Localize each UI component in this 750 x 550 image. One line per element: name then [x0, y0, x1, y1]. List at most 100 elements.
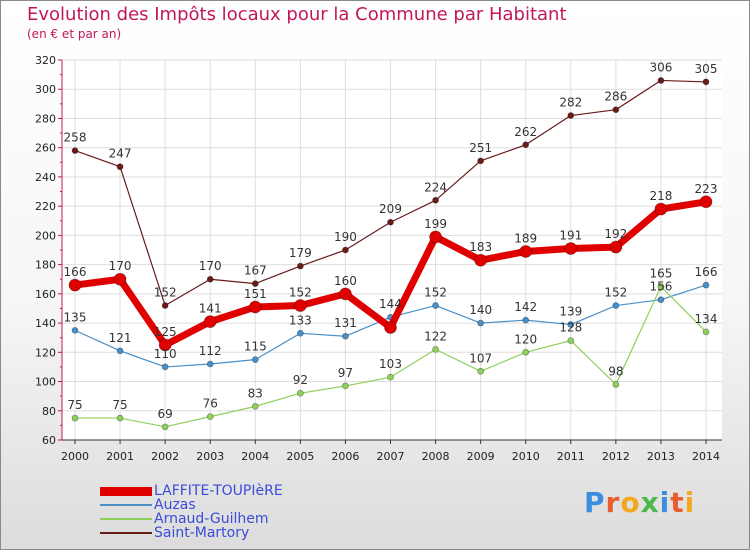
data-label: 170: [109, 259, 132, 273]
y-tick-label: 200: [35, 229, 56, 242]
data-label: 122: [424, 329, 447, 343]
legend-swatch-saint-martory: [100, 532, 152, 534]
x-tick-label: 2008: [422, 450, 450, 463]
data-point-saint-martory: [432, 196, 439, 204]
data-point-laffite-toupi-re: [654, 202, 668, 216]
data-point-arnaud-guilhem: [567, 337, 575, 345]
data-label: 189: [514, 231, 537, 245]
data-point-laffite-toupi-re: [203, 315, 217, 329]
data-point-auzas: [612, 302, 620, 309]
x-tick-label: 2011: [557, 450, 585, 463]
data-label: 151: [244, 287, 267, 301]
data-label: 167: [244, 264, 267, 278]
data-point-saint-martory: [161, 302, 169, 309]
data-point-laffite-toupi-re: [429, 230, 442, 244]
chart-subtitle: (en € et par an): [27, 27, 122, 41]
data-point-arnaud-guilhem: [477, 367, 485, 375]
legend-item-laffite[interactable]: LAFFITE-TOUPIèRE: [100, 484, 283, 498]
data-point-laffite-toupi-re: [293, 299, 307, 312]
y-tick-label: 60: [42, 434, 56, 447]
chart-title: Evolution des Impôts locaux pour la Comm…: [27, 4, 567, 25]
data-label: 262: [514, 125, 537, 139]
data-label: 125: [154, 325, 177, 339]
data-label: 223: [695, 182, 718, 196]
data-label: 282: [559, 96, 582, 110]
data-point-laffite-toupi-re: [564, 242, 578, 255]
data-point-saint-martory: [71, 147, 79, 155]
data-point-auzas: [71, 326, 79, 334]
legend-label-saint-martory: Saint-Martory: [154, 525, 250, 541]
data-point-saint-martory: [567, 112, 575, 119]
data-label: 179: [289, 246, 312, 260]
data-point-arnaud-guilhem: [161, 423, 169, 431]
data-point-arnaud-guilhem: [296, 389, 304, 397]
data-label: 135: [64, 310, 87, 324]
data-point-auzas: [342, 332, 349, 340]
data-label: 152: [154, 286, 177, 300]
data-label: 190: [334, 230, 357, 244]
data-point-auzas: [251, 356, 259, 364]
data-point-saint-martory: [206, 275, 214, 283]
data-point-laffite-toupi-re: [699, 195, 713, 209]
data-point-saint-martory: [296, 262, 304, 270]
x-tick-label: 2013: [647, 450, 675, 463]
data-point-laffite-toupi-re: [609, 240, 623, 254]
data-label: 165: [649, 267, 672, 281]
data-point-arnaud-guilhem: [71, 414, 79, 422]
x-tick-label: 2004: [241, 450, 269, 463]
data-point-laffite-toupi-re: [68, 278, 82, 292]
data-point-auzas: [206, 360, 214, 368]
data-label: 120: [514, 332, 537, 346]
data-label: 183: [469, 240, 492, 254]
x-tick-label: 2003: [196, 450, 224, 463]
x-tick-label: 2001: [106, 450, 134, 463]
y-tick-label: 320: [35, 54, 56, 67]
data-point-saint-martory: [702, 78, 710, 86]
data-label: 75: [112, 398, 127, 412]
data-point-saint-martory: [342, 246, 349, 254]
data-label: 258: [64, 131, 87, 145]
data-label: 152: [289, 286, 312, 300]
data-point-laffite-toupi-re: [113, 272, 127, 286]
data-label: 139: [559, 305, 582, 319]
legend-item-saint-martory[interactable]: Saint-Martory: [100, 526, 283, 540]
y-tick-label: 160: [35, 288, 56, 301]
data-label: 286: [604, 90, 627, 104]
y-tick-label: 300: [35, 83, 56, 96]
data-label: 199: [424, 217, 447, 231]
y-tick-label: 220: [35, 200, 56, 213]
data-point-laffite-toupi-re: [248, 300, 262, 314]
data-point-laffite-toupi-re: [474, 253, 488, 267]
data-label: 103: [379, 357, 402, 371]
data-label: 92: [293, 373, 308, 387]
data-point-auzas: [702, 281, 710, 289]
x-tick-label: 2010: [512, 450, 540, 463]
data-point-saint-martory: [387, 218, 394, 226]
y-tick-label: 100: [35, 376, 56, 389]
legend-swatch-laffite: [100, 486, 152, 496]
data-point-arnaud-guilhem: [251, 402, 259, 410]
data-label: 247: [109, 147, 132, 161]
data-point-saint-martory: [657, 77, 665, 84]
data-label: 144: [379, 297, 402, 311]
legend-item-auzas[interactable]: Auzas: [100, 498, 283, 512]
legend-swatch-arnaud-guilhem: [100, 518, 152, 520]
plot-area: [62, 60, 722, 440]
x-tick-label: 2009: [467, 450, 495, 463]
data-point-saint-martory: [522, 141, 530, 149]
data-label: 69: [158, 407, 173, 421]
data-label: 142: [514, 300, 537, 314]
data-label: 131: [334, 316, 357, 330]
data-label: 156: [649, 280, 672, 294]
legend-swatch-auzas: [100, 504, 152, 506]
x-tick-label: 2014: [692, 450, 720, 463]
data-point-arnaud-guilhem: [342, 382, 349, 390]
data-point-saint-martory: [251, 280, 259, 288]
data-label: 98: [608, 364, 623, 378]
proxiti-logo: Proxiti: [584, 486, 696, 519]
data-label: 115: [244, 340, 267, 354]
legend-item-arnaud-guilhem[interactable]: Arnaud-Guilhem: [100, 512, 283, 526]
x-tick-label: 2012: [602, 450, 630, 463]
data-point-arnaud-guilhem: [702, 328, 710, 336]
data-point-auzas: [296, 329, 304, 337]
